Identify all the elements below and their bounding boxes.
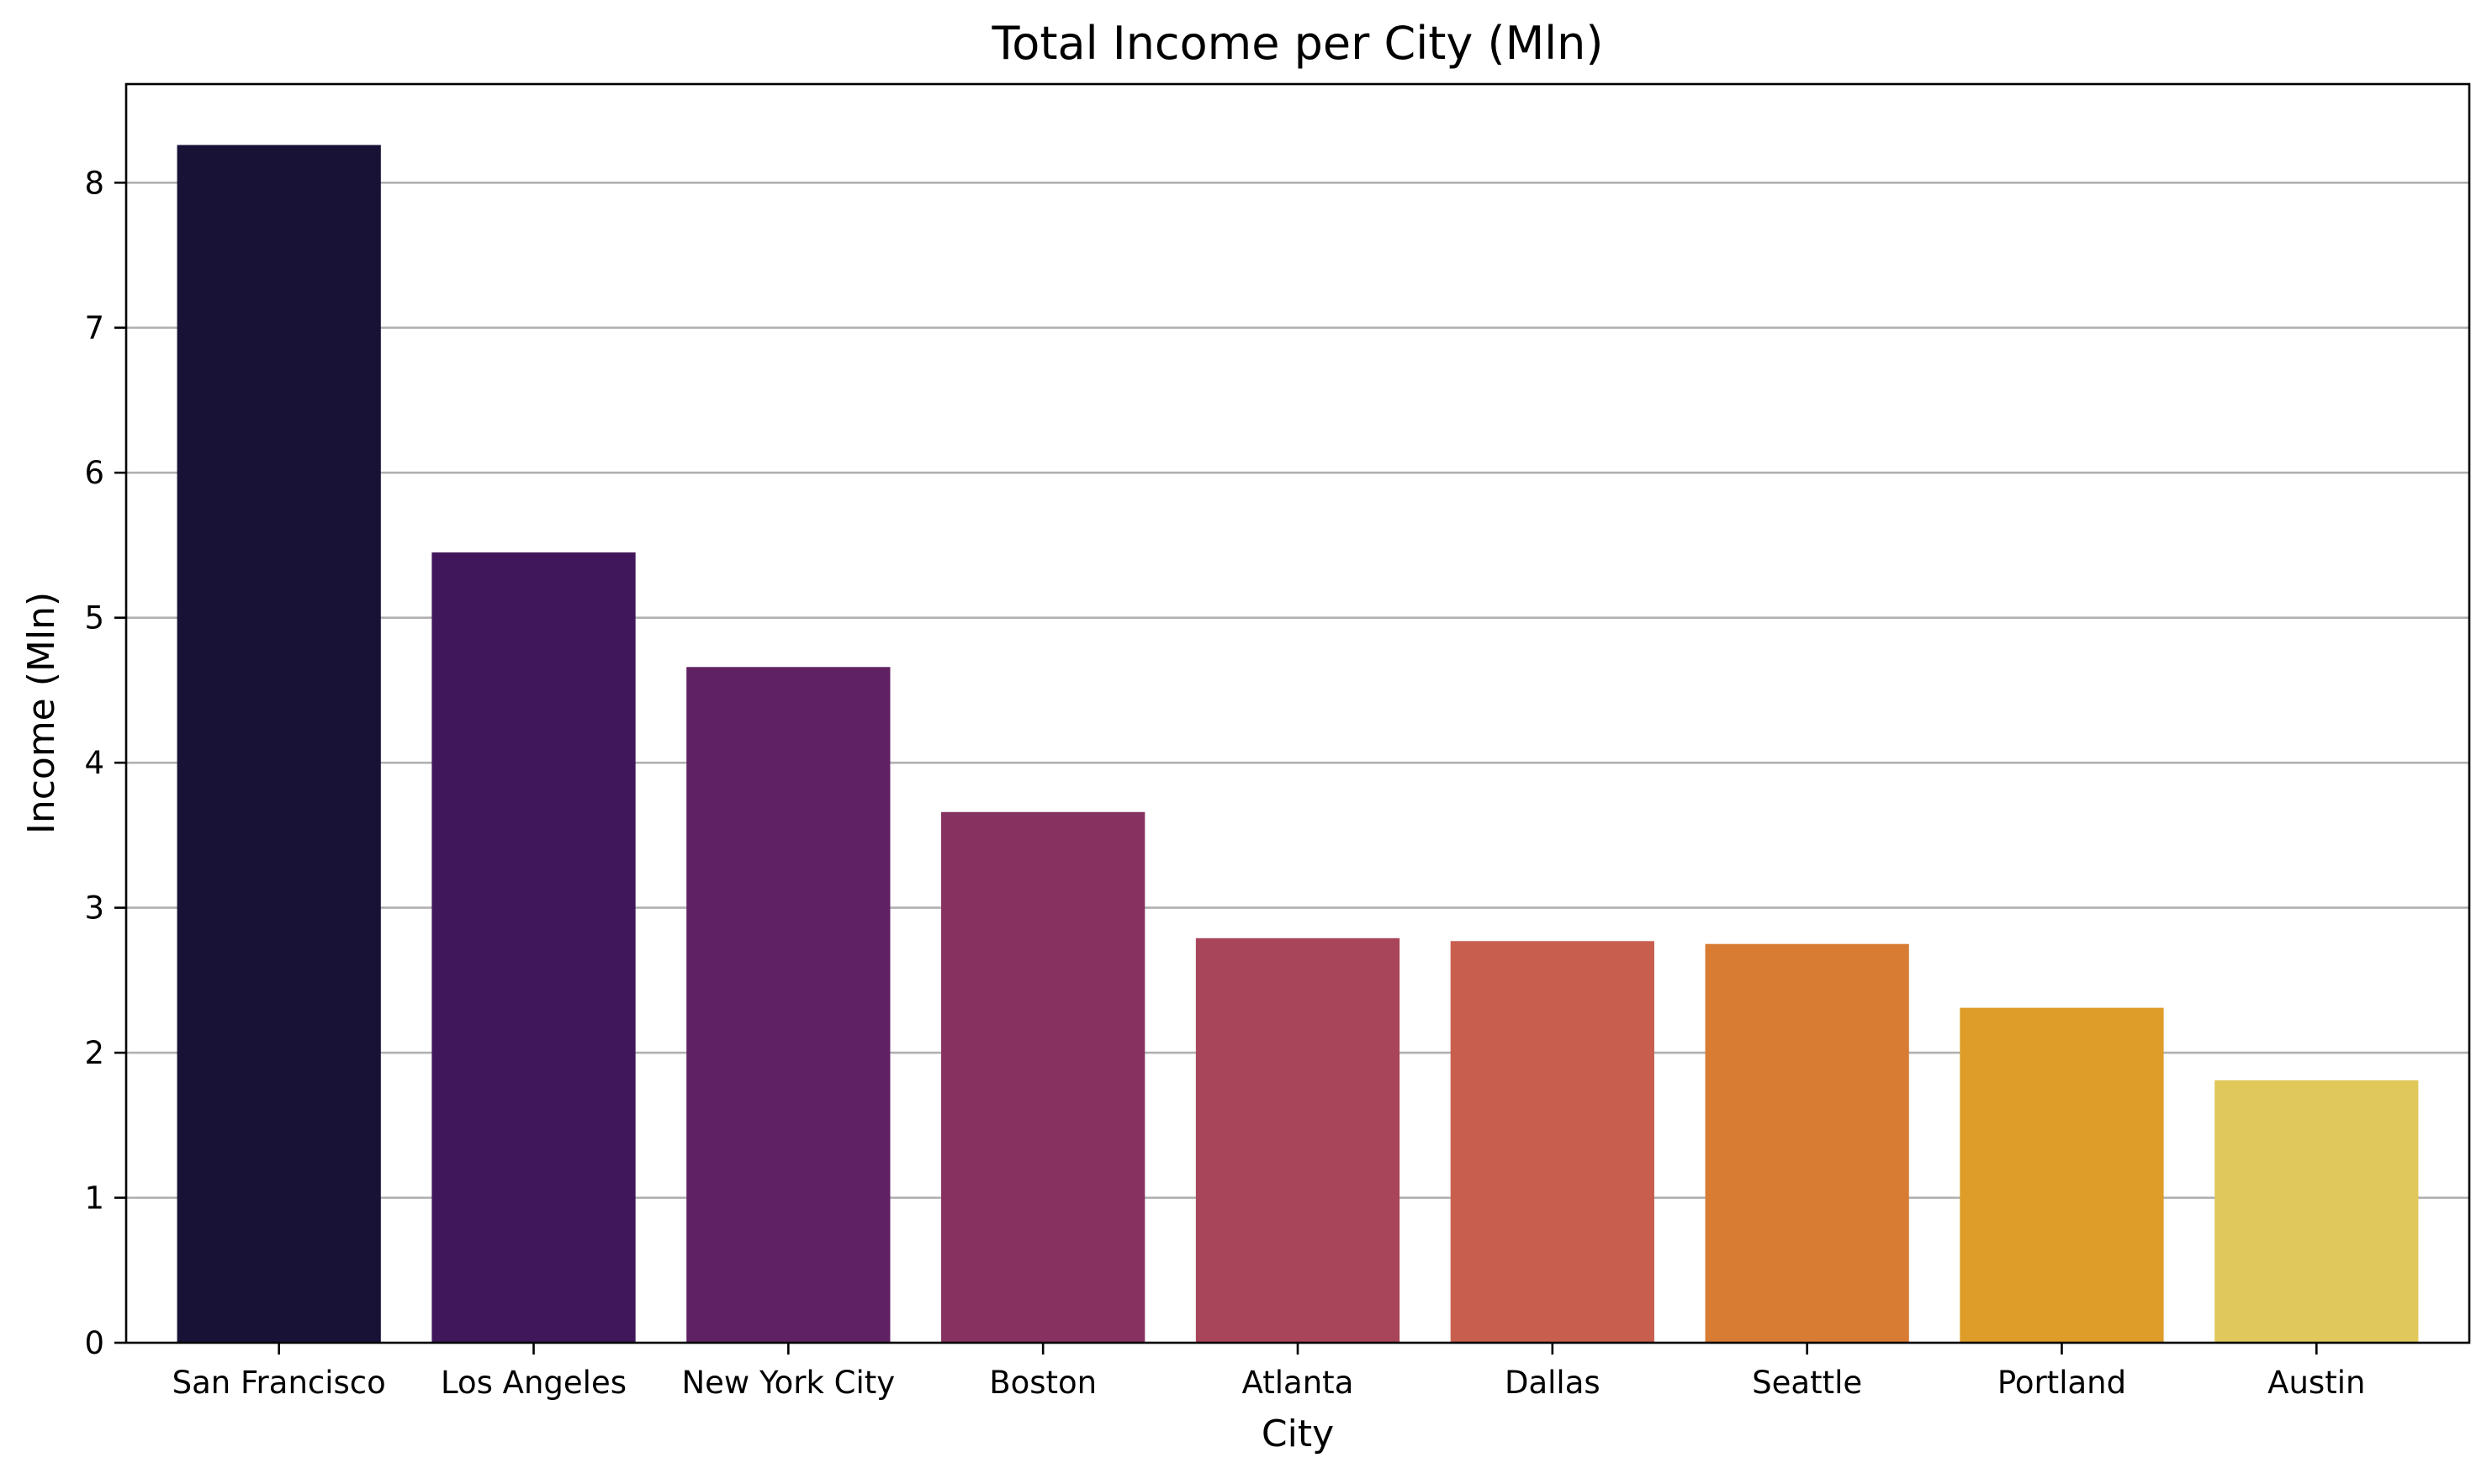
y-tick-label-6: 6 [84,455,104,491]
bar-seattle [1705,943,1909,1343]
y-tick-label-7: 7 [84,310,104,346]
y-tick-label-1: 1 [84,1180,104,1217]
bar-new-york-city [686,667,891,1343]
bar-los-angeles [431,552,636,1343]
y-tick-label-3: 3 [84,890,104,927]
x-axis-label: City [1262,1413,1334,1455]
x-axis-ticks: San Francisco Los Angeles New York City Bos… [172,1343,2365,1401]
x-tick-label-portland: Portland [1997,1365,2126,1401]
y-tick-label-8: 8 [84,165,104,201]
bar-atlanta [1195,937,1400,1343]
x-tick-label-boston: Boston [989,1365,1097,1401]
y-axis-ticks: 0 1 2 3 4 5 6 7 8 [84,165,126,1361]
y-tick-label-5: 5 [84,600,104,636]
bar-austin [2214,1080,2419,1343]
bar-san-francisco [177,145,381,1343]
x-tick-label-austin: Austin [2267,1365,2365,1401]
y-tick-label-0: 0 [84,1325,104,1361]
x-tick-label-atlanta: Atlanta [1242,1365,1354,1401]
bar-boston [941,811,1145,1343]
bars [177,145,2419,1343]
x-tick-label-new-york-city: New York City [681,1365,895,1401]
bar-dallas [1450,941,1654,1343]
bar-portland [1960,1007,2164,1343]
y-tick-label-2: 2 [84,1035,104,1071]
x-tick-label-san-francisco: San Francisco [172,1365,386,1401]
y-tick-label-4: 4 [84,745,104,781]
x-tick-label-seattle: Seattle [1752,1365,1862,1401]
x-tick-label-dallas: Dallas [1505,1365,1600,1401]
x-tick-label-los-angeles: Los Angeles [441,1365,627,1401]
y-axis-label: Income (Mln) [20,592,63,834]
chart-title: Total Income per City (Mln) [992,17,1604,70]
